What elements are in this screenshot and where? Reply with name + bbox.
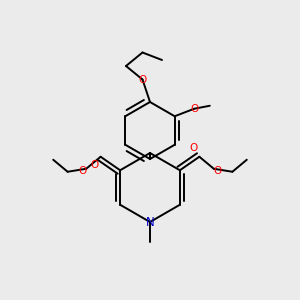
Text: O: O <box>91 160 99 170</box>
Text: O: O <box>190 104 198 114</box>
Text: O: O <box>213 166 221 176</box>
Text: N: N <box>146 215 154 229</box>
Text: O: O <box>79 166 87 176</box>
Text: O: O <box>138 74 147 85</box>
Text: O: O <box>189 143 197 153</box>
